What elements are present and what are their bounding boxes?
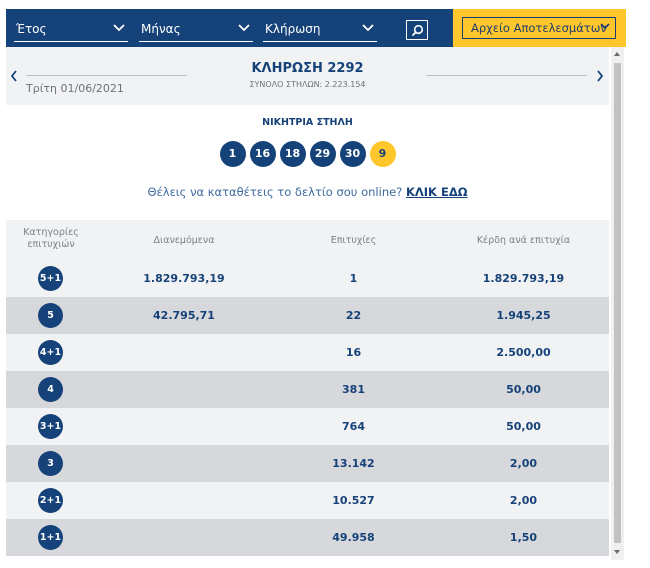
category-badge: 2+1 [38, 488, 63, 513]
table-row: 3+1 764 50,00 [6, 408, 609, 445]
scroll-up-icon[interactable] [614, 52, 620, 56]
category-badge: 3+1 [38, 414, 63, 439]
category-badge: 4+1 [38, 340, 63, 365]
prize-cell: 1.829.793,19 [482, 272, 565, 285]
distributed-cell: 42.795,71 [153, 309, 215, 322]
chevron-down-icon [238, 24, 250, 32]
results-table-body: 5+1 1.829.793,19 1 1.829.793,19 5 42.795… [6, 260, 609, 556]
number-ball: 30 [339, 141, 366, 167]
winners-cell: 764 [342, 420, 365, 433]
year-select-label: Έτος [16, 22, 47, 36]
search-button[interactable] [406, 20, 428, 40]
filter-bar: Έτος Μήνας Κλήρωση Αρχείο Αποτελεσμάτων [6, 9, 626, 47]
chevron-left-icon[interactable] [9, 69, 19, 83]
winners-cell: 10.527 [332, 494, 375, 507]
online-prompt-text: Θέλεις να καταθέτεις το δελτίο σου onlin… [147, 185, 403, 199]
header-category-line2: επιτυχιών [27, 239, 75, 250]
chevron-down-icon [113, 24, 125, 32]
winning-column-label: ΝΙΚΗΤΡΙΑ ΣΤΗΛΗ [262, 117, 353, 128]
winners-cell: 22 [345, 309, 362, 322]
winners-cell: 49.958 [332, 531, 375, 544]
prize-cell: 50,00 [506, 383, 541, 396]
table-row: 1+1 49.958 1,50 [6, 519, 609, 556]
search-icon [411, 24, 424, 37]
month-select[interactable]: Μήνας [139, 19, 253, 42]
click-here-link[interactable]: ΚΛΙΚ ΕΔΩ [405, 185, 468, 199]
chevron-down-icon [600, 23, 610, 30]
prize-cell: 50,00 [506, 420, 541, 433]
scroll-down-icon[interactable] [614, 550, 620, 554]
prize-cell: 2.500,00 [496, 346, 551, 359]
header-prize: Κέρδη ανά επιτυχία [476, 235, 571, 246]
chevron-down-icon [362, 24, 374, 32]
table-row: 5+1 1.829.793,19 1 1.829.793,19 [6, 260, 609, 297]
month-select-label: Μήνας [141, 22, 181, 36]
header-category: Κατηγορίες επιτυχιών [20, 227, 82, 251]
columns-total: ΣΥΝΟΛΟ ΣΤΗΛΩΝ: 2.223.154 [249, 80, 366, 89]
archive-select[interactable]: Αρχείο Αποτελεσμάτων [453, 9, 626, 47]
results-table-header: Κατηγορίες επιτυχιών Διανεμόμενα Επιτυχί… [6, 220, 609, 260]
divider [426, 75, 587, 76]
prize-cell: 2,00 [509, 457, 538, 470]
winners-cell: 13.142 [332, 457, 375, 470]
draw-title: ΚΛΗΡΩΣΗ 2292 [251, 61, 364, 76]
bonus-ball: 9 [369, 141, 396, 167]
vertical-scrollbar[interactable] [611, 47, 624, 560]
category-badge: 5+1 [38, 266, 63, 291]
table-row: 4+1 16 2.500,00 [6, 334, 609, 371]
divider [26, 75, 187, 76]
draw-header: Τρίτη 01/06/2021 ΚΛΗΡΩΣΗ 2292 ΣΥΝΟΛΟ ΣΤΗ… [6, 47, 609, 105]
header-distributed: Διανεμόμενα [153, 235, 215, 246]
winners-cell: 16 [345, 346, 362, 359]
year-select[interactable]: Έτος [14, 19, 128, 42]
category-badge: 4 [38, 377, 63, 402]
results-panel: Τρίτη 01/06/2021 ΚΛΗΡΩΣΗ 2292 ΣΥΝΟΛΟ ΣΤΗ… [6, 47, 609, 560]
header-winners: Επιτυχίες [330, 235, 377, 246]
winning-numbers: 1 16 18 29 30 9 [6, 141, 609, 167]
number-ball: 1 [219, 141, 246, 167]
number-ball: 16 [249, 141, 276, 167]
distributed-cell: 1.829.793,19 [143, 272, 225, 285]
draw-select-label: Κλήρωση [265, 22, 321, 36]
number-ball: 29 [309, 141, 336, 167]
prize-cell: 1,50 [509, 531, 538, 544]
category-badge: 5 [38, 303, 63, 328]
table-row: 4 381 50,00 [6, 371, 609, 408]
table-row: 2+1 10.527 2,00 [6, 482, 609, 519]
category-badge: 1+1 [38, 525, 63, 550]
archive-select-box[interactable]: Αρχείο Αποτελεσμάτων [462, 17, 616, 39]
draw-select[interactable]: Κλήρωση [263, 19, 377, 42]
table-row: 3 13.142 2,00 [6, 445, 609, 482]
online-prompt: Θέλεις να καταθέτεις το δελτίο σου onlin… [6, 185, 609, 199]
chevron-right-icon[interactable] [595, 69, 605, 83]
archive-select-label: Αρχείο Αποτελεσμάτων [471, 21, 607, 35]
winners-cell: 1 [349, 272, 358, 285]
table-row: 5 42.795,71 22 1.945,25 [6, 297, 609, 334]
prize-cell: 2,00 [509, 494, 538, 507]
category-badge: 3 [38, 451, 63, 476]
scrollbar-thumb[interactable] [614, 63, 621, 543]
draw-date: Τρίτη 01/06/2021 [26, 82, 124, 95]
header-category-line1: Κατηγορίες [23, 227, 79, 238]
prize-cell: 1.945,25 [496, 309, 551, 322]
number-ball: 18 [279, 141, 306, 167]
winners-cell: 381 [342, 383, 365, 396]
